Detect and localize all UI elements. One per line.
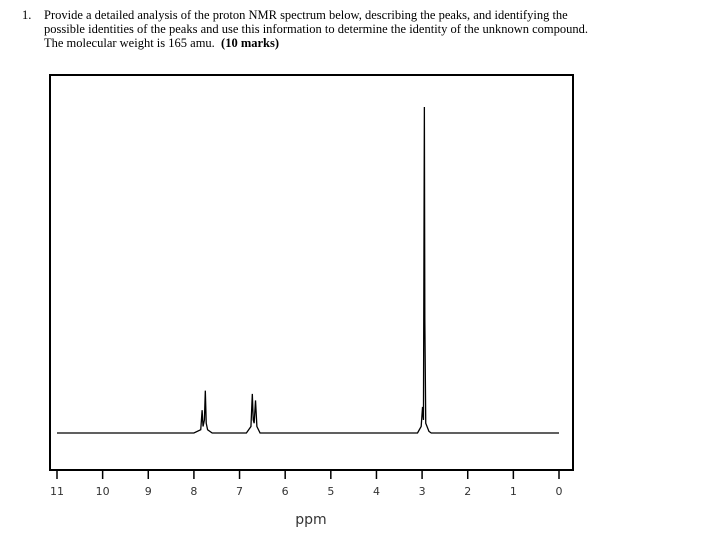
question-line: Provide a detailed analysis of the proto… xyxy=(44,8,568,22)
question-marks: (10 marks) xyxy=(221,36,280,50)
question-body: Provide a detailed analysis of the proto… xyxy=(44,8,588,50)
x-tick-label: 4 xyxy=(373,485,380,498)
plot-frame xyxy=(49,74,574,471)
x-tick-label: 7 xyxy=(236,485,243,498)
question-line: possible identities of the peaks and use… xyxy=(44,22,588,36)
question-line: The molecular weight is 165 amu. (10 mar… xyxy=(44,36,588,50)
x-tick-label: 2 xyxy=(464,485,471,498)
x-tick-label: 6 xyxy=(282,485,289,498)
x-tick-label: 3 xyxy=(419,485,426,498)
question-number: 1. xyxy=(22,8,32,22)
x-tick-label: 5 xyxy=(327,485,334,498)
x-tick-label: 0 xyxy=(556,485,563,498)
question-line: The molecular weight is 165 amu. xyxy=(44,36,215,50)
x-tick-label: 10 xyxy=(96,485,110,498)
x-tick-label: 1 xyxy=(510,485,517,498)
x-tick-label: 9 xyxy=(145,485,152,498)
spectrum-line xyxy=(57,106,559,434)
x-axis-label: ppm xyxy=(295,512,326,528)
x-tick-label: 11 xyxy=(50,485,64,498)
x-tick-label: 8 xyxy=(190,485,197,498)
